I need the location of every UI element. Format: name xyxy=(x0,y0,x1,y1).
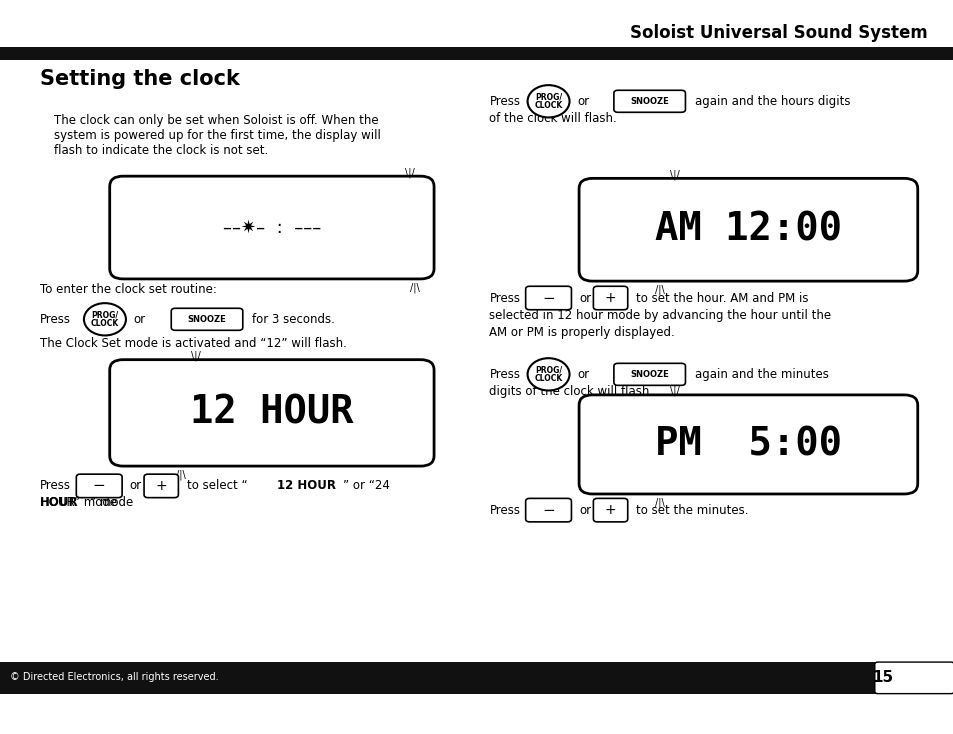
Text: or: or xyxy=(578,291,591,305)
Text: digits of the clock will flash.: digits of the clock will flash. xyxy=(489,385,653,398)
Text: 12 HOUR: 12 HOUR xyxy=(190,394,354,432)
Text: HOUR” mode: HOUR” mode xyxy=(40,496,117,509)
Bar xyxy=(0,47,953,60)
Text: \|/: \|/ xyxy=(405,167,415,178)
Text: CLOCK: CLOCK xyxy=(91,319,119,328)
Text: or: or xyxy=(577,95,589,108)
Circle shape xyxy=(527,358,569,390)
Text: /|\: /|\ xyxy=(655,498,664,508)
FancyBboxPatch shape xyxy=(76,474,122,498)
Text: or: or xyxy=(130,479,142,493)
Text: of the clock will flash.: of the clock will flash. xyxy=(489,112,617,126)
Text: Press: Press xyxy=(489,291,519,305)
Text: or: or xyxy=(578,504,591,517)
Text: PROG/: PROG/ xyxy=(91,310,118,319)
FancyBboxPatch shape xyxy=(525,286,571,310)
Text: CLOCK: CLOCK xyxy=(534,374,562,383)
Text: Press: Press xyxy=(489,504,519,517)
Text: −: − xyxy=(541,503,555,517)
Text: Press: Press xyxy=(489,368,519,381)
Text: Press: Press xyxy=(40,313,71,326)
Text: −: − xyxy=(541,291,555,305)
Text: AM 12:00: AM 12:00 xyxy=(654,211,841,249)
FancyBboxPatch shape xyxy=(874,662,953,694)
Text: PROG/: PROG/ xyxy=(535,92,561,101)
Text: +: + xyxy=(604,291,616,305)
Text: or: or xyxy=(133,313,146,326)
Text: Setting the clock: Setting the clock xyxy=(40,68,240,89)
Text: or: or xyxy=(577,368,589,381)
Text: 15: 15 xyxy=(871,670,892,686)
Circle shape xyxy=(527,85,569,117)
Text: /|\: /|\ xyxy=(655,285,664,295)
Text: HOUR: HOUR xyxy=(40,496,78,509)
Text: Press: Press xyxy=(489,95,519,108)
Text: Press: Press xyxy=(40,479,71,493)
Text: again and the minutes: again and the minutes xyxy=(694,368,827,381)
FancyBboxPatch shape xyxy=(593,498,627,522)
Text: PM  5:00: PM 5:00 xyxy=(654,426,841,463)
Text: for 3 seconds.: for 3 seconds. xyxy=(252,313,335,326)
Text: \|/: \|/ xyxy=(669,386,679,396)
Text: © Directed Electronics, all rights reserved.: © Directed Electronics, all rights reser… xyxy=(10,672,218,683)
Text: CLOCK: CLOCK xyxy=(534,101,562,110)
Text: +: + xyxy=(155,479,167,493)
Text: /|\: /|\ xyxy=(410,283,419,293)
Text: SNOOZE: SNOOZE xyxy=(630,370,668,379)
Text: to select “: to select “ xyxy=(187,479,248,493)
Text: /|\: /|\ xyxy=(176,470,186,480)
Text: −: − xyxy=(92,479,106,493)
FancyBboxPatch shape xyxy=(593,286,627,310)
Text: The clock can only be set when Soloist is off. When the
system is powered up for: The clock can only be set when Soloist i… xyxy=(54,114,381,157)
FancyBboxPatch shape xyxy=(144,474,178,498)
FancyBboxPatch shape xyxy=(614,363,684,385)
Text: selected in 12 hour mode by advancing the hour until the: selected in 12 hour mode by advancing th… xyxy=(489,309,831,322)
Text: +: + xyxy=(604,503,616,517)
Text: SNOOZE: SNOOZE xyxy=(630,97,668,106)
Text: \|/: \|/ xyxy=(669,170,679,180)
Text: The Clock Set mode is activated and “12” will flash.: The Clock Set mode is activated and “12”… xyxy=(40,337,347,350)
Bar xyxy=(0,662,875,694)
Text: Soloist Universal Sound System: Soloist Universal Sound System xyxy=(629,24,926,42)
Text: SNOOZE: SNOOZE xyxy=(188,315,226,324)
Text: ” mode: ” mode xyxy=(90,496,132,509)
Circle shape xyxy=(84,303,126,335)
FancyBboxPatch shape xyxy=(578,395,917,494)
FancyBboxPatch shape xyxy=(578,178,917,281)
Text: \|/: \|/ xyxy=(191,351,200,361)
Text: ” or “24: ” or “24 xyxy=(343,479,390,493)
Text: again and the hours digits: again and the hours digits xyxy=(694,95,849,108)
FancyBboxPatch shape xyxy=(110,360,434,466)
Text: To enter the clock set routine:: To enter the clock set routine: xyxy=(40,283,216,296)
Text: PROG/: PROG/ xyxy=(535,366,561,374)
Text: 12 HOUR: 12 HOUR xyxy=(276,479,335,493)
FancyBboxPatch shape xyxy=(525,498,571,522)
FancyBboxPatch shape xyxy=(171,308,242,330)
Text: ––✷–  :  –––: ––✷– : ––– xyxy=(223,219,320,236)
FancyBboxPatch shape xyxy=(110,176,434,279)
FancyBboxPatch shape xyxy=(614,90,684,112)
Text: to set the hour. AM and PM is: to set the hour. AM and PM is xyxy=(636,291,808,305)
Text: AM or PM is properly displayed.: AM or PM is properly displayed. xyxy=(489,326,675,339)
Text: to set the minutes.: to set the minutes. xyxy=(636,504,748,517)
